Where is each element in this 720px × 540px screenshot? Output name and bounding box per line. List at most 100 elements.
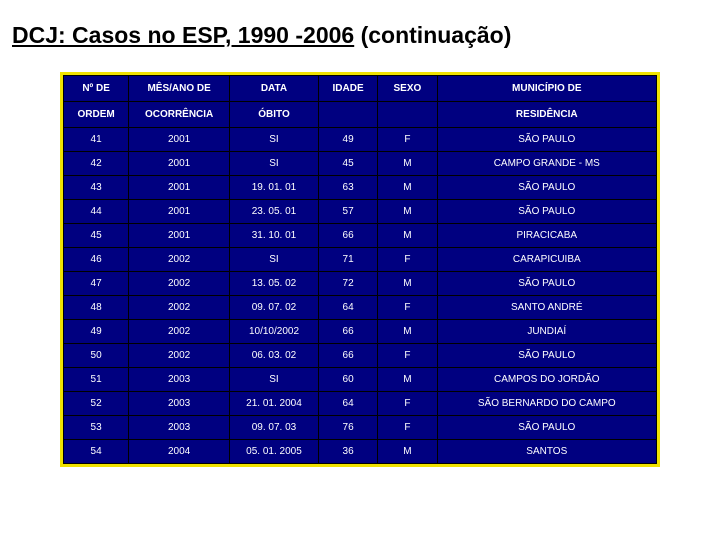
table-cell: 09. 07. 02 <box>230 296 319 320</box>
table-cell: 42 <box>64 152 129 176</box>
header-cell: IDADE <box>318 76 377 102</box>
table-cell: 48 <box>64 296 129 320</box>
table-cell: M <box>378 272 437 296</box>
table-cell: 21. 01. 2004 <box>230 392 319 416</box>
header-cell: ÓBITO <box>230 102 319 128</box>
table-cell: SI <box>230 152 319 176</box>
table-header: Nº DE MÊS/ANO DE DATA IDADE SEXO MUNICÍP… <box>64 76 657 128</box>
table-cell: 64 <box>318 296 377 320</box>
data-table-container: Nº DE MÊS/ANO DE DATA IDADE SEXO MUNICÍP… <box>60 72 660 467</box>
data-table: Nº DE MÊS/ANO DE DATA IDADE SEXO MUNICÍP… <box>63 75 657 464</box>
table-cell: M <box>378 224 437 248</box>
table-cell: 57 <box>318 200 377 224</box>
table-row: 47200213. 05. 0272MSÃO PAULO <box>64 272 657 296</box>
table-row: 422001SI45MCAMPO GRANDE - MS <box>64 152 657 176</box>
table-cell: 10/10/2002 <box>230 320 319 344</box>
table-body: 412001SI49FSÃO PAULO422001SI45MCAMPO GRA… <box>64 128 657 464</box>
table-cell: SANTO ANDRÉ <box>437 296 656 320</box>
table-cell: 2001 <box>129 152 230 176</box>
table-cell: 2001 <box>129 200 230 224</box>
header-cell: MUNICÍPIO DE <box>437 76 656 102</box>
table-row: 53200309. 07. 0376FSÃO PAULO <box>64 416 657 440</box>
header-row-2: ORDEM OCORRÊNCIA ÓBITO RESIDÊNCIA <box>64 102 657 128</box>
table-cell: F <box>378 128 437 152</box>
table-cell: F <box>378 344 437 368</box>
table-cell: M <box>378 176 437 200</box>
table-cell: 2001 <box>129 224 230 248</box>
table-cell: SÃO PAULO <box>437 416 656 440</box>
table-row: 52200321. 01. 200464FSÃO BERNARDO DO CAM… <box>64 392 657 416</box>
table-cell: 51 <box>64 368 129 392</box>
header-cell: ORDEM <box>64 102 129 128</box>
header-cell: OCORRÊNCIA <box>129 102 230 128</box>
table-cell: 72 <box>318 272 377 296</box>
table-cell: 64 <box>318 392 377 416</box>
table-cell: 45 <box>64 224 129 248</box>
table-row: 412001SI49FSÃO PAULO <box>64 128 657 152</box>
table-cell: 09. 07. 03 <box>230 416 319 440</box>
table-cell: 60 <box>318 368 377 392</box>
header-row-1: Nº DE MÊS/ANO DE DATA IDADE SEXO MUNICÍP… <box>64 76 657 102</box>
header-cell: MÊS/ANO DE <box>129 76 230 102</box>
table-cell: SÃO PAULO <box>437 176 656 200</box>
table-cell: F <box>378 248 437 272</box>
table-cell: 2002 <box>129 272 230 296</box>
table-cell: F <box>378 296 437 320</box>
table-cell: M <box>378 200 437 224</box>
header-cell: RESIDÊNCIA <box>437 102 656 128</box>
header-cell: SEXO <box>378 76 437 102</box>
header-cell <box>318 102 377 128</box>
table-cell: CARAPICUIBA <box>437 248 656 272</box>
table-cell: 2001 <box>129 128 230 152</box>
table-cell: 63 <box>318 176 377 200</box>
table-cell: 54 <box>64 440 129 464</box>
table-cell: 2003 <box>129 416 230 440</box>
table-cell: 49 <box>64 320 129 344</box>
table-cell: M <box>378 440 437 464</box>
table-cell: 66 <box>318 344 377 368</box>
table-cell: 2003 <box>129 392 230 416</box>
table-cell: 2004 <box>129 440 230 464</box>
table-cell: 2002 <box>129 344 230 368</box>
table-cell: 47 <box>64 272 129 296</box>
table-row: 49200210/10/200266MJUNDIAÍ <box>64 320 657 344</box>
slide-title: DCJ: Casos no ESP, 1990 -2006 (continuaç… <box>12 22 511 49</box>
table-cell: JUNDIAÍ <box>437 320 656 344</box>
title-rest-part: (continuação) <box>354 22 511 48</box>
table-cell: SI <box>230 368 319 392</box>
table-cell: SI <box>230 248 319 272</box>
table-cell: 52 <box>64 392 129 416</box>
table-cell: 66 <box>318 320 377 344</box>
table-cell: 50 <box>64 344 129 368</box>
table-cell: 19. 01. 01 <box>230 176 319 200</box>
table-cell: 2002 <box>129 320 230 344</box>
table-cell: 53 <box>64 416 129 440</box>
table-cell: M <box>378 320 437 344</box>
slide: DCJ: Casos no ESP, 1990 -2006 (continuaç… <box>0 0 720 540</box>
table-cell: SÃO PAULO <box>437 272 656 296</box>
table-row: 43200119. 01. 0163MSÃO PAULO <box>64 176 657 200</box>
table-cell: SÃO PAULO <box>437 200 656 224</box>
table-cell: SANTOS <box>437 440 656 464</box>
table-cell: 49 <box>318 128 377 152</box>
table-cell: 43 <box>64 176 129 200</box>
table-cell: 45 <box>318 152 377 176</box>
title-underlined-part: DCJ: Casos no ESP, 1990 -2006 <box>12 22 354 48</box>
table-cell: 06. 03. 02 <box>230 344 319 368</box>
table-cell: SÃO PAULO <box>437 344 656 368</box>
table-cell: 44 <box>64 200 129 224</box>
table-cell: CAMPO GRANDE - MS <box>437 152 656 176</box>
table-cell: 46 <box>64 248 129 272</box>
table-row: 45200131. 10. 0166MPIRACICABA <box>64 224 657 248</box>
table-row: 512003SI60MCAMPOS DO JORDÃO <box>64 368 657 392</box>
table-cell: 41 <box>64 128 129 152</box>
table-cell: 66 <box>318 224 377 248</box>
table-cell: 2001 <box>129 176 230 200</box>
table-cell: M <box>378 152 437 176</box>
table-cell: CAMPOS DO JORDÃO <box>437 368 656 392</box>
table-cell: SÃO BERNARDO DO CAMPO <box>437 392 656 416</box>
table-cell: F <box>378 416 437 440</box>
table-cell: PIRACICABA <box>437 224 656 248</box>
table-row: 48200209. 07. 0264FSANTO ANDRÉ <box>64 296 657 320</box>
table-cell: M <box>378 368 437 392</box>
